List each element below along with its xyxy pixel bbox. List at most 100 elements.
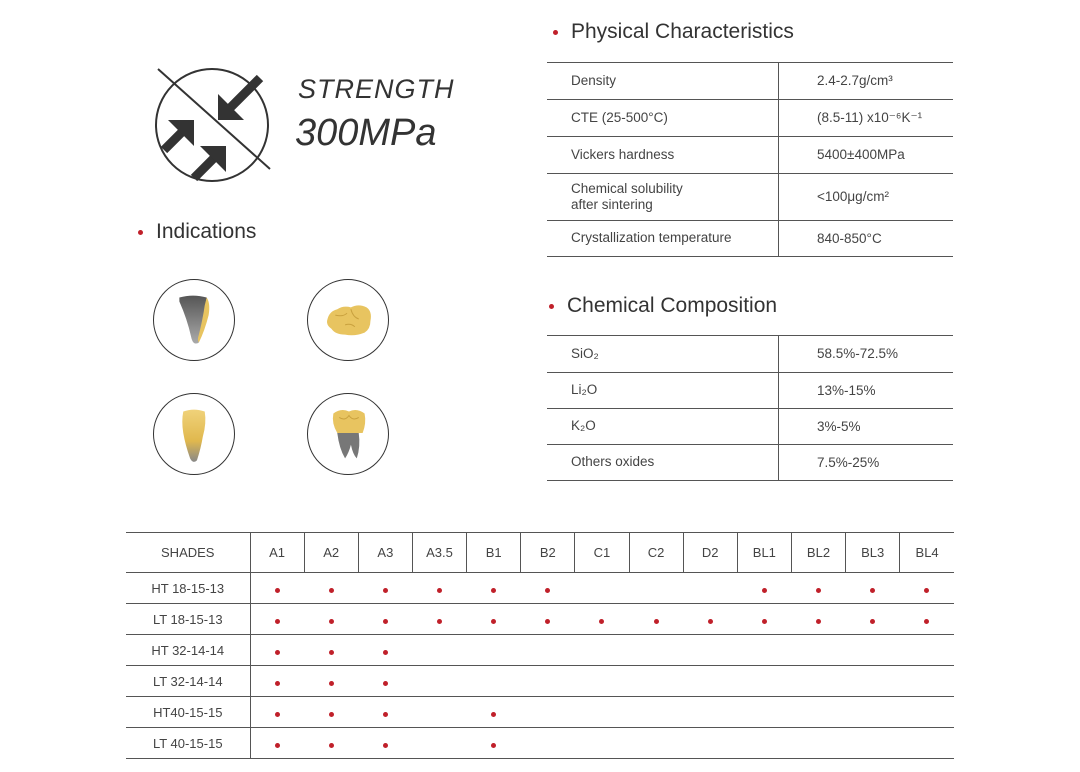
shade-cell xyxy=(737,697,791,728)
physical-table: Density 2.4-2.7g/cm³ CTE (25-500°C) (8.5… xyxy=(547,63,953,257)
table-row: LT 32-14-14 xyxy=(126,665,954,697)
strength-icon xyxy=(155,68,271,182)
table-row: HT 18-15-13 xyxy=(126,572,954,604)
availability-dot xyxy=(815,618,821,624)
shade-cell xyxy=(358,666,412,697)
shade-cell xyxy=(467,635,521,666)
shade-cell xyxy=(737,728,791,759)
table-row: Chemical solubility after sintering <100… xyxy=(547,173,953,220)
availability-dot xyxy=(328,680,334,686)
product-label: HT 18-15-13 xyxy=(126,572,251,604)
shade-cell xyxy=(412,573,466,604)
physical-heading: Physical Characteristics xyxy=(553,20,794,44)
shade-cell xyxy=(304,635,358,666)
shade-column-header: A2 xyxy=(303,532,359,573)
shade-cell xyxy=(250,635,304,666)
availability-dot xyxy=(761,618,767,624)
table-row: Li₂O 13%-15% xyxy=(547,372,953,408)
chemical-heading: Chemical Composition xyxy=(549,294,777,318)
availability-dot xyxy=(545,618,551,624)
shade-cell xyxy=(412,635,466,666)
shade-cell xyxy=(467,728,521,759)
indications-heading: Indications xyxy=(138,220,256,244)
shade-cell xyxy=(846,573,900,604)
shade-cell xyxy=(412,666,466,697)
strength-label: STRENGTH xyxy=(298,74,455,104)
shade-cell xyxy=(683,728,737,759)
shade-column-header: A1 xyxy=(249,532,305,573)
property-name: Chemical solubility after sintering xyxy=(547,173,779,220)
shade-cell xyxy=(304,697,358,728)
shade-cell xyxy=(900,666,954,697)
shade-cell xyxy=(846,728,900,759)
shade-cell xyxy=(521,635,575,666)
availability-dot xyxy=(274,618,280,624)
shade-cell xyxy=(900,573,954,604)
shade-cell xyxy=(467,604,521,635)
table-row: Others oxides 7.5%-25% xyxy=(547,444,953,480)
shade-cell xyxy=(358,728,412,759)
shade-cell xyxy=(467,573,521,604)
availability-dot xyxy=(437,587,442,593)
availability-dot xyxy=(491,742,497,748)
shade-cell xyxy=(467,666,521,697)
table-row: HT 32-14-14 xyxy=(126,634,954,666)
shade-cell xyxy=(791,697,845,728)
property-name: Density xyxy=(547,63,779,99)
oxide-value: 13%-15% xyxy=(817,382,876,398)
availability-dot xyxy=(545,587,551,593)
availability-dot xyxy=(653,618,659,624)
shade-cell xyxy=(304,573,358,604)
shade-cell xyxy=(629,728,683,759)
shade-cell xyxy=(575,635,629,666)
shade-column-header: B1 xyxy=(466,532,521,573)
shade-cell xyxy=(521,604,575,635)
chemical-title: Chemical Composition xyxy=(567,294,778,317)
shade-cell xyxy=(683,604,737,635)
property-name: CTE (25-500°C) xyxy=(547,99,779,136)
shade-cell xyxy=(683,635,737,666)
property-name-line-1: Chemical solubility xyxy=(571,180,683,196)
indications-title: Indications xyxy=(156,220,257,243)
shade-cell xyxy=(846,666,900,697)
availability-dot xyxy=(491,587,497,593)
availability-dot xyxy=(328,711,334,717)
oxide-name: Others oxides xyxy=(547,444,779,480)
shade-cell xyxy=(304,728,358,759)
oxide-name: K₂O xyxy=(547,408,779,444)
shade-cell xyxy=(250,697,304,728)
oxide-value: 7.5%-25% xyxy=(817,454,880,470)
shade-cell xyxy=(304,666,358,697)
shade-cell xyxy=(737,666,791,697)
availability-dot xyxy=(761,587,767,593)
bullet-dot xyxy=(549,303,554,309)
shade-cell xyxy=(629,635,683,666)
property-value: 2.4-2.7g/cm³ xyxy=(817,73,893,89)
shade-cell xyxy=(629,666,683,697)
shades-header-row: SHADES A1 A2 A3 A3.5 B1 B2 C1 C2 D2 BL1 BL2 BL3 BL4 xyxy=(126,532,954,573)
shade-column-header: A3.5 xyxy=(411,532,467,573)
table-row: CTE (25-500°C) (8.5-11) x10⁻⁶K⁻¹ xyxy=(547,99,953,136)
shade-column-header: C1 xyxy=(574,532,629,573)
shade-cell xyxy=(683,573,737,604)
shade-cell xyxy=(900,728,954,759)
shade-cell xyxy=(250,666,304,697)
availability-dot xyxy=(491,711,497,717)
shade-cell xyxy=(683,666,737,697)
inlay-icon xyxy=(307,279,389,361)
veneer-icon xyxy=(153,279,235,361)
table-row: SiO₂ 58.5%-72.5% xyxy=(547,336,953,372)
shade-cell xyxy=(575,573,629,604)
bullet-dot xyxy=(138,229,143,235)
shade-cell xyxy=(467,697,521,728)
shade-cell xyxy=(358,573,412,604)
availability-dot xyxy=(382,711,388,717)
shade-cell xyxy=(846,604,900,635)
availability-dot xyxy=(382,742,388,748)
shades-body: HT 18-15-13 LT 18-15-13 HT 32-14-14 LT 32-1… xyxy=(126,572,954,759)
shade-cell xyxy=(737,573,791,604)
shade-column-header: C2 xyxy=(628,532,684,573)
table-row: K₂O 3%-5% xyxy=(547,408,953,444)
shade-cell xyxy=(900,604,954,635)
shade-cell xyxy=(791,728,845,759)
